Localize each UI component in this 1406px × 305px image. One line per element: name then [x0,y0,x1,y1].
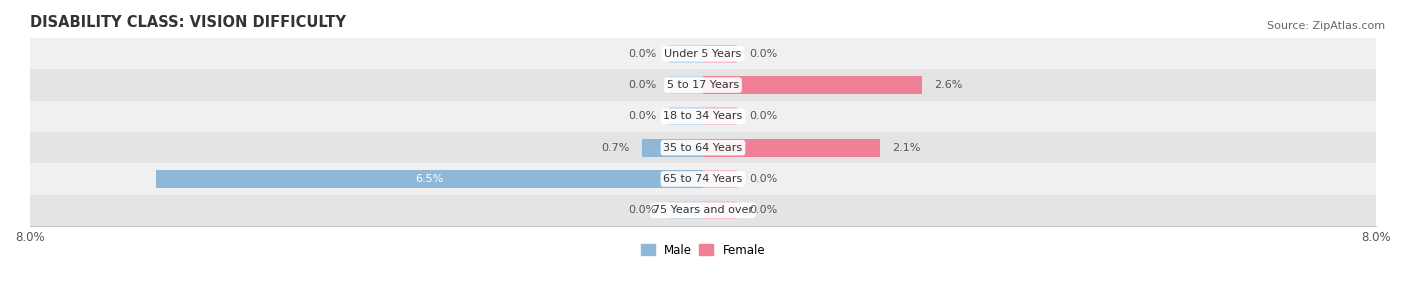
Bar [30,132,1376,163]
Text: 0.0%: 0.0% [749,174,778,184]
Text: DISABILITY CLASS: VISION DIFFICULTY: DISABILITY CLASS: VISION DIFFICULTY [30,15,346,30]
Bar [669,107,703,125]
Bar [30,101,1376,132]
Legend: Male, Female: Male, Female [636,239,770,261]
Text: 6.5%: 6.5% [415,174,444,184]
Bar [703,76,922,94]
Bar [703,170,737,188]
Text: 0.0%: 0.0% [628,80,657,90]
Bar [703,45,737,63]
Text: 65 to 74 Years: 65 to 74 Years [664,174,742,184]
Text: 0.0%: 0.0% [749,205,778,215]
Bar [643,138,703,157]
Text: 0.0%: 0.0% [628,49,657,59]
Text: 18 to 34 Years: 18 to 34 Years [664,111,742,121]
Text: 5 to 17 Years: 5 to 17 Years [666,80,740,90]
Bar [30,195,1376,226]
Bar [30,70,1376,101]
Bar [30,38,1376,70]
Bar [669,76,703,94]
Text: 0.7%: 0.7% [602,143,630,153]
Bar [30,163,1376,195]
Text: Source: ZipAtlas.com: Source: ZipAtlas.com [1267,21,1385,31]
Bar [703,107,737,125]
Text: 75 Years and over: 75 Years and over [652,205,754,215]
Text: 35 to 64 Years: 35 to 64 Years [664,143,742,153]
Bar [156,170,703,188]
Bar [669,45,703,63]
Bar [703,201,737,219]
Text: Under 5 Years: Under 5 Years [665,49,741,59]
Bar [703,138,880,157]
Text: 0.0%: 0.0% [628,111,657,121]
Text: 2.6%: 2.6% [935,80,963,90]
Text: 0.0%: 0.0% [749,49,778,59]
Bar [669,201,703,219]
Text: 2.1%: 2.1% [893,143,921,153]
Text: 0.0%: 0.0% [628,205,657,215]
Text: 0.0%: 0.0% [749,111,778,121]
